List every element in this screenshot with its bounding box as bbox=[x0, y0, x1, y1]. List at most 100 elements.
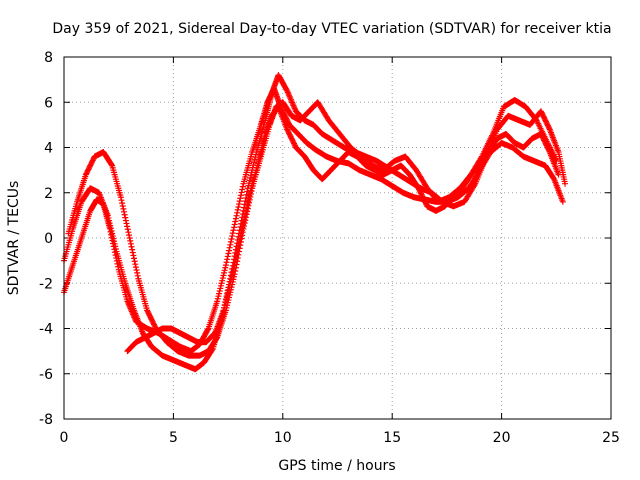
x-tick-label: 0 bbox=[60, 430, 69, 446]
x-tick-label: 15 bbox=[383, 430, 401, 446]
data-point bbox=[233, 253, 240, 260]
data-point bbox=[131, 255, 138, 262]
data-point bbox=[237, 195, 244, 202]
data-point bbox=[126, 235, 133, 241]
x-tick-label: 20 bbox=[493, 430, 511, 446]
data-point bbox=[555, 171, 562, 178]
x-tick-label: 10 bbox=[274, 430, 292, 446]
data-point bbox=[222, 262, 229, 269]
data-point bbox=[227, 238, 234, 245]
data-point bbox=[234, 247, 241, 254]
data-point bbox=[471, 181, 478, 188]
data-point bbox=[235, 245, 242, 252]
data-point bbox=[546, 147, 553, 154]
y-tick-label: 0 bbox=[44, 231, 53, 247]
data-point bbox=[245, 195, 252, 202]
data-point bbox=[230, 227, 237, 234]
data-point bbox=[226, 244, 233, 251]
data-point bbox=[128, 243, 135, 250]
data-point bbox=[124, 226, 131, 233]
data-point bbox=[126, 232, 133, 239]
data-point bbox=[223, 259, 230, 266]
data-point bbox=[132, 264, 139, 271]
data-point bbox=[239, 186, 246, 193]
data-point bbox=[119, 200, 126, 207]
data-point bbox=[245, 198, 252, 205]
data-point bbox=[121, 208, 128, 215]
data-point bbox=[130, 252, 137, 259]
data-point bbox=[562, 180, 569, 187]
y-tick-label: 4 bbox=[44, 141, 53, 157]
data-point bbox=[120, 205, 127, 212]
data-point bbox=[241, 213, 248, 220]
data-point bbox=[229, 230, 236, 237]
data-point bbox=[234, 206, 241, 213]
data-point bbox=[239, 224, 246, 231]
data-point bbox=[117, 194, 124, 201]
data-point bbox=[231, 221, 238, 228]
data-point bbox=[108, 161, 115, 168]
data-point bbox=[238, 227, 245, 234]
x-tick-label: 25 bbox=[602, 430, 620, 446]
data-point bbox=[119, 203, 126, 210]
data-point bbox=[131, 258, 138, 265]
data-point bbox=[240, 218, 247, 225]
data-point bbox=[132, 261, 139, 268]
data-point bbox=[232, 218, 239, 225]
plot-frame bbox=[63, 56, 612, 420]
data-point bbox=[225, 250, 232, 257]
data-point bbox=[237, 192, 244, 199]
data-point bbox=[238, 230, 245, 237]
data-point bbox=[241, 215, 248, 222]
axis-ticks: 0 5 10 15 20 25 -8 -6 -4 -2 0 2 4 6 8 bbox=[39, 50, 620, 446]
data-point bbox=[129, 249, 136, 256]
data-point bbox=[133, 266, 140, 273]
data-point bbox=[224, 253, 231, 260]
data-point bbox=[213, 335, 220, 342]
data-point bbox=[243, 204, 250, 211]
data-point bbox=[546, 125, 553, 132]
data-point bbox=[236, 198, 243, 205]
y-tick-label: -8 bbox=[39, 412, 53, 428]
data-point bbox=[246, 192, 253, 199]
data-point bbox=[236, 201, 243, 208]
data-point bbox=[239, 183, 246, 190]
y-tick-label: -6 bbox=[39, 367, 53, 383]
data-series bbox=[65, 96, 560, 359]
data-point bbox=[134, 272, 141, 279]
data-point bbox=[240, 221, 247, 228]
data-point bbox=[233, 250, 240, 257]
data-point bbox=[230, 268, 237, 275]
y-tick-label: 8 bbox=[44, 50, 53, 66]
data-points bbox=[61, 72, 569, 373]
data-point bbox=[122, 217, 129, 224]
data-point bbox=[230, 265, 237, 272]
x-axis-label: GPS time / hours bbox=[278, 458, 395, 474]
data-point bbox=[234, 209, 241, 216]
y-tick-label: 6 bbox=[44, 95, 53, 111]
data-point bbox=[224, 256, 231, 263]
data-point bbox=[124, 223, 131, 230]
data-point bbox=[204, 326, 211, 333]
y-tick-label: 2 bbox=[44, 186, 53, 202]
data-point bbox=[243, 191, 250, 198]
data-point bbox=[232, 215, 239, 222]
data-point bbox=[232, 256, 239, 263]
data-point bbox=[129, 246, 136, 253]
data-point bbox=[235, 242, 242, 249]
data-point bbox=[122, 214, 129, 221]
data-point bbox=[228, 235, 235, 242]
data-point bbox=[227, 241, 234, 248]
data-point bbox=[229, 271, 236, 278]
data-point bbox=[243, 207, 250, 214]
data-point bbox=[242, 194, 249, 201]
data-point bbox=[118, 197, 125, 204]
y-tick-label: -4 bbox=[39, 322, 53, 338]
data-point bbox=[236, 236, 243, 243]
data-point bbox=[238, 189, 245, 196]
data-point bbox=[231, 259, 238, 266]
chart-title: Day 359 of 2021, Sidereal Day-to-day VTE… bbox=[52, 21, 611, 37]
data-point bbox=[233, 212, 240, 219]
data-series bbox=[124, 103, 562, 355]
